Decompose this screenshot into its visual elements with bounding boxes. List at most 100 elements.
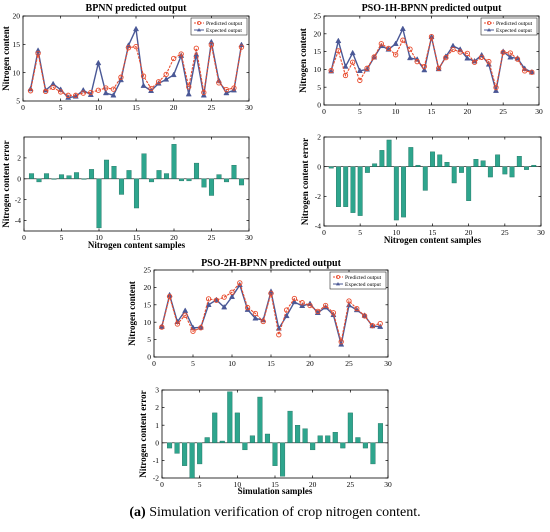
error-bar: [66, 175, 72, 179]
expected-point: [193, 51, 200, 57]
x-tick-label: 30: [537, 228, 545, 237]
error-bar: [201, 178, 207, 188]
predicted-point: [328, 67, 334, 74]
error-bar: [223, 178, 230, 183]
y-tick-label: 0: [147, 353, 151, 362]
predicted-point: [166, 293, 173, 300]
predicted-point: [163, 71, 169, 78]
error-bar: [204, 437, 210, 443]
x-tick-label: 5: [191, 359, 195, 368]
predicted-point: [276, 332, 282, 338]
predicted-point: [307, 302, 313, 309]
predicted-point: [103, 85, 109, 91]
expected-point: [507, 53, 514, 60]
expected-point: [228, 293, 236, 299]
x-tick-label: 10: [95, 233, 103, 242]
legend-triangle-marker: [197, 28, 201, 32]
x-tick-label: 0: [21, 103, 25, 112]
x-tick-label: 0: [322, 107, 326, 116]
predicted-point: [407, 46, 413, 52]
predicted-point: [148, 85, 154, 92]
predicted-point: [171, 55, 177, 62]
x-tick-label: 5: [59, 103, 63, 112]
error-bar: [377, 423, 384, 444]
predicted-point: [50, 84, 56, 91]
x-tick-label: 20: [170, 233, 178, 242]
error-bar: [148, 178, 155, 183]
error-bar: [96, 178, 102, 229]
predicted-point: [223, 87, 230, 93]
legend-box: [480, 17, 538, 36]
y-axis-label: Nitrogen content: [298, 28, 308, 93]
predicted-point: [299, 300, 305, 306]
legend-box: [190, 17, 248, 36]
expected-series-line: [29, 26, 243, 99]
predicted-point: [346, 298, 352, 304]
x-tick-label: 0: [322, 228, 326, 237]
error-bar: [242, 442, 248, 451]
predicted-series-line: [161, 281, 381, 342]
predicted-point: [283, 307, 290, 313]
x-tick-label: 30: [384, 359, 392, 368]
predicted-point: [133, 43, 139, 50]
plot-frame: [323, 136, 542, 227]
y-axis-label: Nitrogen content error: [138, 390, 148, 477]
x-tick-label: 25: [345, 359, 353, 368]
y-tick-label: 15: [314, 47, 322, 56]
error-bar: [212, 412, 218, 444]
legend-triangle-marker: [336, 282, 340, 286]
predicted-point: [471, 59, 478, 65]
error-bar: [473, 159, 479, 167]
x-axis-label: Simulation samples: [238, 486, 313, 496]
predicted-point: [514, 56, 521, 62]
x-tick-label: 20: [309, 480, 317, 489]
x-tick-label: 15: [267, 359, 275, 368]
x-tick-label: 30: [384, 480, 392, 489]
predicted-point: [414, 58, 420, 65]
predicted-point: [450, 46, 456, 53]
y-tick-label: 25: [144, 266, 152, 275]
expected-point: [252, 315, 259, 321]
error-bar: [133, 178, 140, 209]
error-bar: [227, 391, 233, 444]
error-bar: [295, 425, 301, 444]
error-bar: [287, 410, 293, 443]
predicted-point: [190, 328, 196, 334]
x-tick-label: 10: [234, 480, 242, 489]
legend-label: Predicted output: [206, 21, 243, 27]
y-tick-label: 2: [155, 403, 159, 412]
predicted-point: [27, 88, 34, 94]
predicted-point: [436, 65, 442, 71]
y-tick-label: 10: [314, 65, 322, 74]
error-bar: [279, 442, 286, 477]
x-tick-label: 20: [464, 107, 472, 116]
predicted-point: [229, 289, 235, 295]
predicted-point: [231, 85, 237, 91]
chart-6: 0 5 10 15 20 25 30 -2 -1 0 1 2 3 Nitrogen content err…: [138, 386, 392, 496]
y-tick-label: 15: [144, 300, 152, 309]
y-tick-label: 20: [144, 283, 152, 292]
error-bar: [379, 150, 385, 167]
x-tick-label: 30: [245, 103, 253, 112]
y-tick-label: 10: [13, 68, 21, 77]
y-tick-label: 0: [155, 438, 159, 447]
predicted-point: [65, 92, 71, 98]
error-bar: [343, 166, 349, 207]
predicted-point: [529, 69, 535, 75]
error-bar: [51, 178, 57, 180]
error-bar: [531, 164, 537, 167]
predicted-point: [244, 304, 251, 311]
error-bar: [174, 442, 180, 454]
error-bar: [28, 173, 35, 179]
chart-4: 0 5 10 15 20 25 30 -4 -2 0 2 Nitrogen content error…: [300, 133, 545, 245]
error-bar: [509, 166, 515, 178]
y-tick-label: 5: [317, 83, 321, 92]
predicted-point: [361, 313, 368, 319]
predicted-point: [208, 42, 214, 48]
figure-caption: (a) Simulation verification of crop nitr…: [0, 505, 550, 521]
predicted-point: [205, 296, 212, 302]
y-tick-label: 0: [317, 101, 321, 110]
